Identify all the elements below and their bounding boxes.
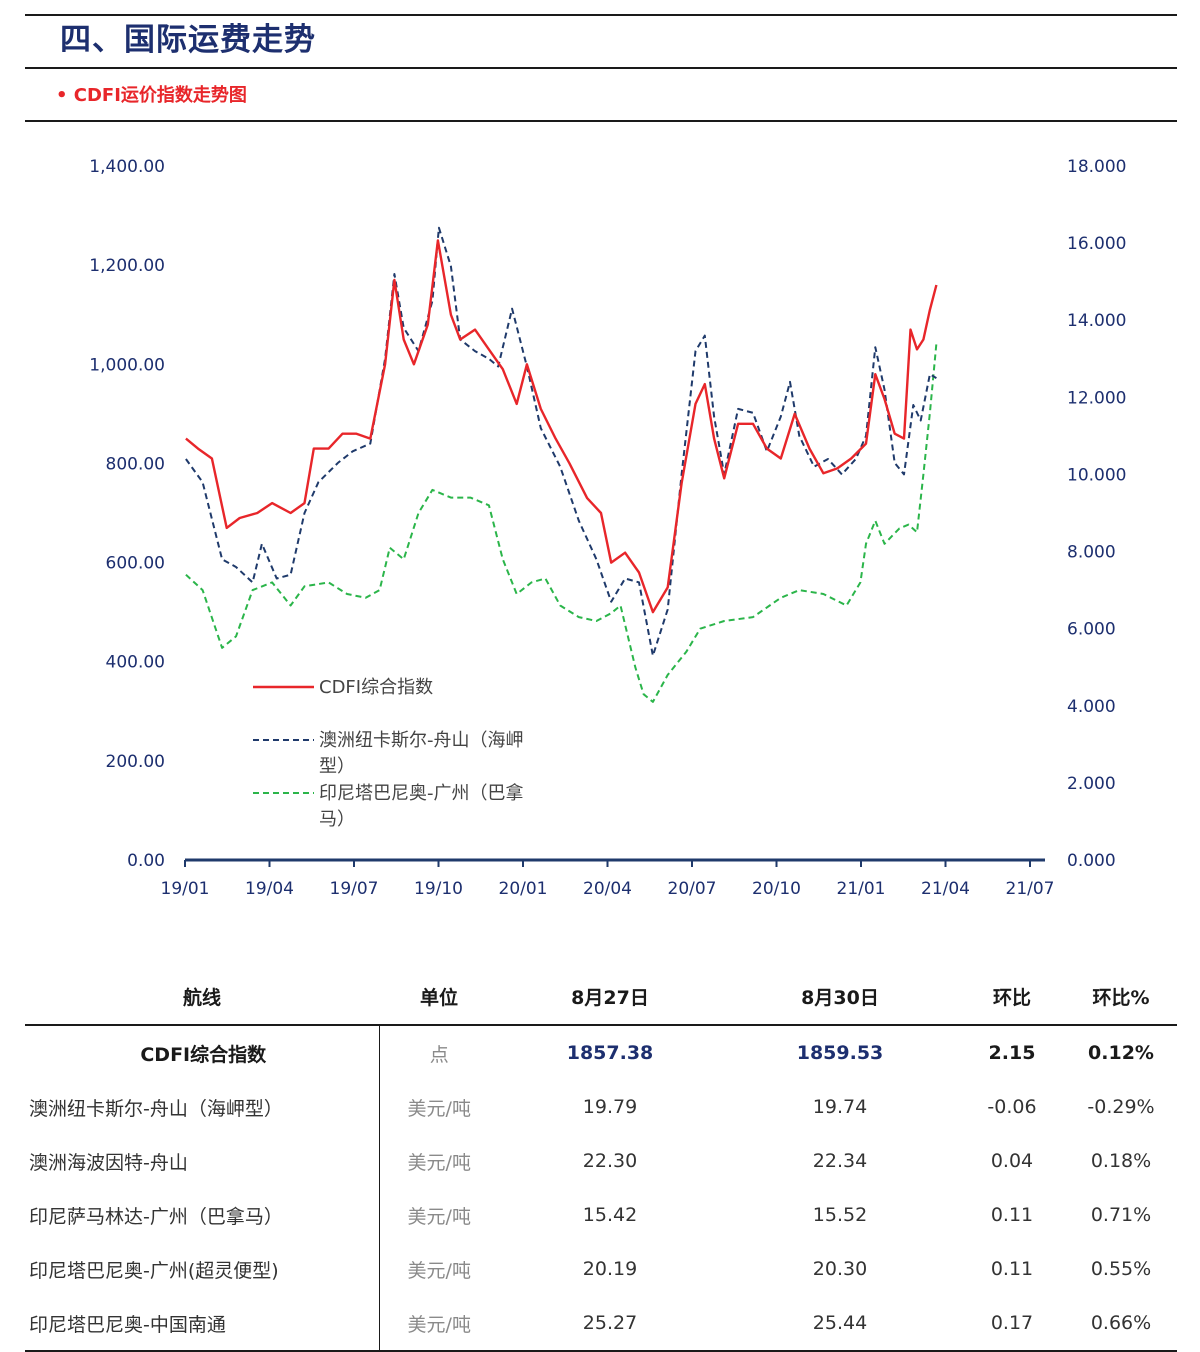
table-header-row: 航线 单位 8月27日 8月30日 环比 环比% [25, 968, 1177, 1026]
table-row: CDFI综合指数 点 1857.38 1859.53 2.15 0.12% [25, 1025, 1177, 1080]
value2-cell: 1859.53 [796, 1042, 884, 1064]
unit-cell: 美元/吨 [407, 1151, 471, 1174]
route-cell: CDFI综合指数 [25, 1025, 380, 1080]
header-unit: 单位 [379, 968, 499, 1026]
title-rule [25, 67, 1177, 69]
x-tick-label: 21/04 [921, 879, 970, 899]
series-line-1 [185, 226, 937, 657]
x-tick-label: 21/01 [837, 879, 886, 899]
x-tick-label: 19/04 [245, 879, 294, 899]
value2-cell: 22.34 [812, 1150, 868, 1172]
y-right-tick-label: 16.000 [1067, 234, 1126, 254]
change-pct-cell: 0.18% [1090, 1150, 1152, 1172]
y-left-tick-label: 800.00 [106, 454, 165, 474]
chart-subtitle: • CDFI运价指数走势图 [56, 85, 247, 106]
table-row: 印尼塔巴尼奥-中国南通 美元/吨 25.27 25.44 0.17 0.66% [25, 1296, 1177, 1352]
legend-label-line2: 型） [319, 756, 355, 777]
unit-cell: 点 [429, 1043, 449, 1066]
y-left-tick-label: 1,000.00 [89, 355, 165, 375]
legend-label-line2: 马） [319, 809, 355, 830]
table-row: 澳洲纽卡斯尔-舟山（海岬型） 美元/吨 19.79 19.74 -0.06 -0… [25, 1080, 1177, 1134]
chart-area: 0.00 200.00 400.00 600.00 800.00 1,000.00 1,20… [0, 140, 1200, 920]
section-title: 四、国际运费走势 [60, 22, 316, 58]
change-pct-cell: 0.12% [1088, 1042, 1154, 1064]
value1-cell: 25.27 [499, 1296, 721, 1352]
value1-cell: 20.19 [582, 1258, 638, 1280]
value1-cell: 19.79 [582, 1096, 638, 1118]
y-left-tick-label: 400.00 [106, 653, 165, 673]
unit-cell: 美元/吨 [407, 1205, 471, 1228]
header-change-pct: 环比% [1065, 968, 1177, 1026]
value2-cell: 15.52 [812, 1204, 868, 1226]
y-left-tick-label: 1,200.00 [89, 256, 165, 276]
change-cell: 0.11 [990, 1204, 1034, 1226]
x-tick-label: 21/07 [1006, 879, 1055, 899]
value1-cell: 22.30 [582, 1150, 638, 1172]
header-date1: 8月27日 [499, 968, 721, 1026]
change-pct-cell: 0.71% [1090, 1204, 1152, 1226]
x-tick-label: 19/10 [414, 879, 463, 899]
x-tick-label: 19/01 [161, 879, 210, 899]
table-row: 印尼塔巴尼奥-广州(超灵便型) 美元/吨 20.19 20.30 0.11 0.… [25, 1242, 1177, 1296]
change-pct-cell: 0.55% [1090, 1258, 1152, 1280]
y-right-tick-label: 10.000 [1067, 465, 1126, 485]
value1-cell: 15.42 [582, 1204, 638, 1226]
y-right-tick-label: 12.000 [1067, 388, 1126, 408]
y-left-tick-label: 200.00 [106, 752, 165, 772]
x-axis: 19/01 19/04 19/07 19/10 20/01 20/04 20/07 20/10… [161, 858, 1055, 899]
change-pct-cell: -0.29% [1087, 1096, 1155, 1118]
change-cell: 0.11 [990, 1258, 1034, 1280]
route-cell: 印尼塔巴尼奥-广州(超灵便型) [25, 1242, 380, 1296]
y-right-tick-label: 18.000 [1067, 157, 1126, 177]
y-right-tick-label: 4.000 [1067, 697, 1116, 717]
x-tick-label: 20/10 [752, 879, 801, 899]
y-right-axis: 0.000 2.000 4.000 6.000 8.000 10.000 12.000 14.… [1067, 157, 1126, 871]
route-cell: 印尼萨马林达-广州（巴拿马） [25, 1188, 380, 1242]
y-right-tick-label: 6.000 [1067, 620, 1116, 640]
y-right-tick-label: 8.000 [1067, 543, 1116, 563]
value1-cell: 1857.38 [566, 1042, 654, 1064]
route-cell: 印尼塔巴尼奥-中国南通 [25, 1296, 380, 1352]
unit-cell: 美元/吨 [379, 1296, 499, 1352]
y-left-tick-label: 600.00 [106, 554, 165, 574]
x-tick-label: 20/07 [668, 879, 717, 899]
change-cell: 2.15 [988, 1042, 1036, 1064]
route-cell: 澳洲海波因特-舟山 [25, 1134, 380, 1188]
top-rule [25, 14, 1177, 16]
y-left-tick-label: 0.00 [127, 851, 165, 871]
x-tick-label: 19/07 [330, 879, 379, 899]
value2-cell: 25.44 [721, 1296, 959, 1352]
series-layer [185, 226, 938, 703]
value2-cell: 20.30 [812, 1258, 868, 1280]
value2-cell: 19.74 [812, 1096, 868, 1118]
y-left-tick-label: 1,400.00 [89, 157, 165, 177]
legend-label: CDFI综合指数 [319, 677, 433, 698]
legend-label: 印尼塔巴尼奥-广州（巴拿 [319, 782, 524, 804]
change-cell: 0.04 [990, 1150, 1034, 1172]
x-tick-label: 20/01 [499, 879, 548, 899]
legend-label: 澳洲纽卡斯尔-舟山（海岬 [319, 730, 524, 751]
series-line-2 [185, 343, 938, 703]
table-row: 澳洲海波因特-舟山 美元/吨 22.30 22.34 0.04 0.18% [25, 1134, 1177, 1188]
change-cell: 0.17 [959, 1296, 1065, 1352]
subtitle-rule [25, 120, 1177, 122]
x-tick-label: 20/04 [583, 879, 632, 899]
line-chart: 0.00 200.00 400.00 600.00 800.00 1,000.00 1,20… [89, 157, 1126, 899]
series-line-0 [185, 239, 938, 614]
header-change: 环比 [959, 968, 1065, 1026]
header-date2: 8月30日 [721, 968, 959, 1026]
y-right-tick-label: 2.000 [1067, 774, 1116, 794]
change-pct-cell: 0.66% [1065, 1296, 1177, 1352]
y-right-tick-label: 14.000 [1067, 311, 1126, 331]
table-row: 印尼萨马林达-广州（巴拿马） 美元/吨 15.42 15.52 0.11 0.7… [25, 1188, 1177, 1242]
rates-table: 航线 单位 8月27日 8月30日 环比 环比% CDFI综合指数 点 1857… [25, 968, 1177, 1352]
header-route: 航线 [25, 968, 379, 1026]
unit-cell: 美元/吨 [407, 1097, 471, 1120]
y-right-tick-label: 0.000 [1067, 851, 1116, 871]
route-cell: 澳洲纽卡斯尔-舟山（海岬型） [25, 1080, 380, 1134]
y-left-axis: 0.00 200.00 400.00 600.00 800.00 1,000.00 1,20… [89, 157, 165, 871]
unit-cell: 美元/吨 [407, 1259, 471, 1282]
change-cell: -0.06 [987, 1096, 1037, 1118]
